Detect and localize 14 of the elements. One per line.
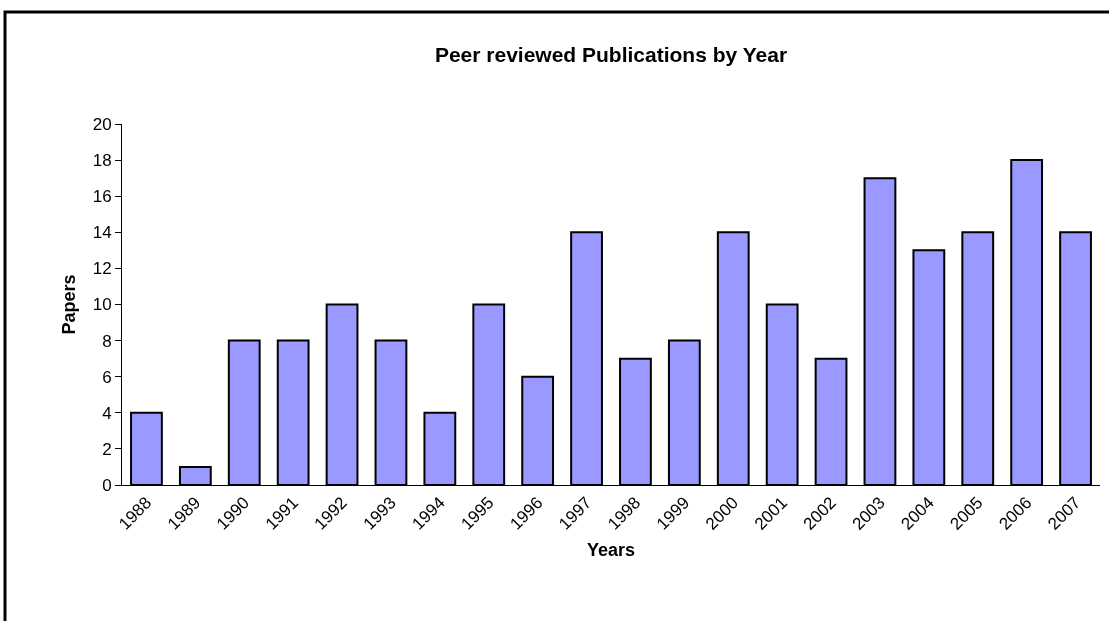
x-axis-title: Years <box>586 539 636 560</box>
y-tick-label: 8 <box>102 331 112 351</box>
y-tick-label: 16 <box>92 187 112 207</box>
y-tick-label: 0 <box>102 475 112 495</box>
y-tick-label: 6 <box>102 367 112 387</box>
y-tick-label: 4 <box>102 403 112 423</box>
y-tick-label: 20 <box>92 114 112 134</box>
y-tick-label: 2 <box>102 439 112 459</box>
y-tick-label: 12 <box>92 259 112 279</box>
y-tick-label: 14 <box>92 223 112 243</box>
chart-title: Peer reviewed Publications by Year <box>434 43 788 67</box>
y-axis-title: Papers <box>58 274 79 335</box>
y-tick-label: 10 <box>92 295 112 315</box>
y-tick-label: 18 <box>92 151 112 171</box>
